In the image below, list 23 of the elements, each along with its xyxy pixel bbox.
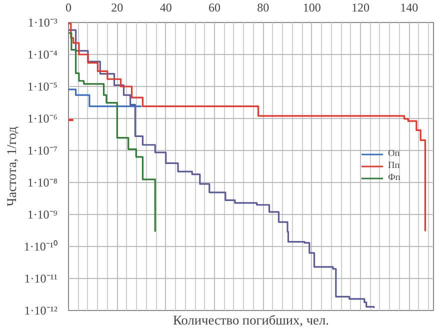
y-tick-label: 1·10⁻⁸ <box>27 176 58 190</box>
y-tick-label: 1·10⁻⁹ <box>27 208 58 222</box>
y-tick-label: 1·10⁻³ <box>28 16 58 30</box>
x-tick-label: 140 <box>400 0 418 14</box>
legend-label: Пп <box>388 161 401 171</box>
legend-label: Фп <box>388 173 402 183</box>
y-tick-label: 1·10⁻¹¹ <box>24 272 58 286</box>
legend-label: Оп <box>388 149 401 159</box>
y-tick-label: 1·10⁻⁷ <box>27 144 58 158</box>
x-tick-label: 20 <box>111 0 124 14</box>
x-tick-label: 100 <box>302 0 321 14</box>
y-tick-label: 1·10⁻¹⁰ <box>24 240 58 254</box>
x-tick-label: 120 <box>352 0 370 14</box>
x-tick-label: 80 <box>257 0 270 14</box>
y-tick-label: 1·10⁻¹² <box>24 304 58 318</box>
y-tick-label: 1·10⁻⁴ <box>27 48 58 62</box>
y-tick-label: 1·10⁻⁶ <box>27 112 58 126</box>
y-axis-title: Частота, 1/год <box>4 126 19 206</box>
x-tick-label: 40 <box>160 0 172 14</box>
x-tick-label: 0 <box>66 0 72 14</box>
x-tick-label: 60 <box>208 0 220 14</box>
x-axis-title: Количество погибших, чел. <box>173 312 329 328</box>
y-tick-label: 1·10⁻⁵ <box>27 80 58 94</box>
